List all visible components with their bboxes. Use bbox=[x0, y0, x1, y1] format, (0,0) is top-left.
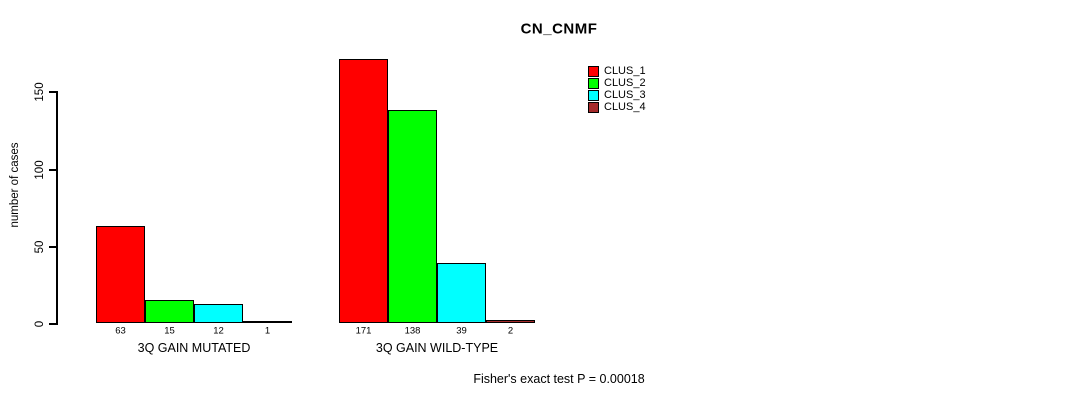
legend-label-clus_2: CLUS_2 bbox=[604, 77, 646, 89]
bar-value-label: 39 bbox=[456, 325, 467, 337]
fisher-test-annotation: Fisher's exact test P = 0.00018 bbox=[473, 372, 645, 386]
y-tick-mark bbox=[49, 168, 56, 171]
bar-value-label: 12 bbox=[213, 325, 224, 337]
legend-label-clus_1: CLUS_1 bbox=[604, 65, 646, 77]
bar-value-label: 15 bbox=[164, 325, 175, 337]
bar-clus_1-group1 bbox=[96, 226, 145, 323]
legend-swatch-clus_4 bbox=[588, 102, 599, 113]
bar-value-label: 171 bbox=[355, 325, 372, 337]
bar-clus_4-group2 bbox=[486, 320, 535, 323]
bar-clus_1-group2 bbox=[339, 59, 388, 323]
legend-swatch-clus_2 bbox=[588, 78, 599, 89]
legend-swatch-clus_1 bbox=[588, 66, 599, 77]
bar-clus_3-group1 bbox=[194, 304, 243, 323]
y-tick-label: 0 bbox=[34, 320, 46, 328]
bar-value-label: 63 bbox=[115, 325, 126, 337]
legend-label-clus_4: CLUS_4 bbox=[604, 101, 646, 113]
x-group-label: 3Q GAIN MUTATED bbox=[137, 341, 251, 355]
bar-value-label: 1 bbox=[264, 325, 271, 337]
legend: CLUS_1 CLUS_2 CLUS_3 CLUS_4 bbox=[588, 65, 678, 116]
y-tick-mark bbox=[49, 91, 56, 94]
legend-label-clus_3: CLUS_3 bbox=[604, 89, 646, 101]
legend-row-clus_3: CLUS_3 bbox=[588, 89, 678, 102]
legend-row-clus_2: CLUS_2 bbox=[588, 77, 678, 90]
bar-clus_3-group2 bbox=[437, 263, 486, 323]
y-tick-mark bbox=[49, 323, 56, 325]
y-tick-label: 50 bbox=[34, 240, 46, 254]
bar-value-label: 2 bbox=[507, 325, 514, 337]
chart-title: CN_CNMF bbox=[520, 20, 598, 38]
y-tick-mark bbox=[49, 245, 56, 248]
y-axis-line bbox=[56, 91, 58, 325]
y-tick-label: 150 bbox=[34, 82, 46, 102]
bar-value-label: 138 bbox=[404, 325, 421, 337]
legend-swatch-clus_3 bbox=[588, 90, 599, 101]
legend-row-clus_1: CLUS_1 bbox=[588, 65, 678, 78]
bar-clus_2-group2 bbox=[388, 110, 437, 323]
x-group-label: 3Q GAIN WILD-TYPE bbox=[375, 341, 499, 355]
bar-clus_4-group1 bbox=[243, 321, 292, 323]
legend-row-clus_4: CLUS_4 bbox=[588, 101, 678, 114]
y-axis-label: number of cases bbox=[9, 142, 21, 228]
bar-clus_2-group1 bbox=[145, 300, 194, 323]
y-tick-label: 100 bbox=[34, 160, 46, 180]
